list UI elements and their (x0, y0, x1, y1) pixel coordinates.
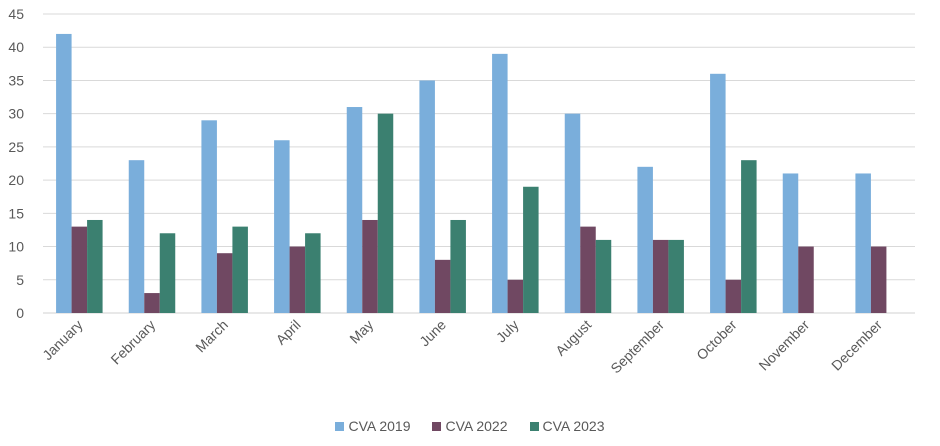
bar-cva-2022-june (434, 259, 451, 313)
y-tick-label: 10 (8, 239, 24, 255)
x-tick-label: April (273, 317, 304, 348)
y-tick-label: 25 (8, 139, 24, 155)
legend-item: CVA 2023 (529, 418, 605, 434)
x-tick-label: May (346, 317, 376, 347)
x-tick-label: September (607, 316, 667, 376)
bar-cva-2022-april (289, 246, 306, 313)
x-tick-label: October (693, 316, 740, 363)
y-tick-label: 35 (8, 72, 24, 88)
y-tick-label: 15 (8, 205, 24, 221)
bar-cva-2022-july (507, 279, 524, 313)
y-tick-label: 0 (16, 305, 24, 321)
bar-cva-2023-october (741, 160, 757, 313)
bar-cva-2022-january (71, 226, 88, 313)
bar-cva-2019-february (128, 160, 145, 313)
legend-label: CVA 2019 (348, 418, 411, 434)
bar-cva-2023-july (523, 186, 539, 313)
legend-label: CVA 2022 (445, 418, 508, 434)
x-tick-label: February (107, 317, 158, 368)
y-tick-label: 20 (8, 172, 24, 188)
y-axis-ticks: 0 5 10 15 20 25 30 35 40 45 (8, 6, 24, 321)
bar-cva-2022-march (216, 253, 233, 313)
bar-cva-2023-january (87, 219, 103, 313)
x-tick-label: November (755, 316, 812, 373)
bar-cva-2022-august (580, 226, 596, 313)
bar-cva-2022-february (144, 293, 160, 313)
y-tick-label: 5 (16, 272, 24, 288)
bar-cva-2019-march (201, 120, 217, 313)
bar-cva-2019-august (564, 113, 581, 314)
gridlines (43, 13, 915, 314)
bar-cva-2019-september (637, 166, 653, 313)
x-axis-ticks: January February March April May June July Augu… (39, 316, 885, 376)
bar-cva-2019-may (346, 107, 363, 314)
bar-cva-2022-october (725, 279, 742, 313)
bar-cva-2019-october (710, 73, 726, 313)
x-tick-label: June (416, 316, 449, 349)
legend: CVA 2019 CVA 2022 CVA 2023 (0, 418, 940, 434)
legend-swatch (529, 421, 539, 431)
bar-cva-2023-may (377, 113, 394, 314)
x-tick-label: March (192, 317, 231, 356)
bar-cva-2023-march (232, 226, 248, 313)
bar-cva-2022-september (652, 239, 669, 313)
bar-cva-2023-february (159, 233, 176, 313)
legend-swatch (335, 421, 345, 431)
bar-cva-2023-august (595, 239, 612, 313)
x-tick-label: July (493, 317, 522, 346)
bar-cva-2022-november (798, 246, 814, 313)
bar-cva-2023-september (668, 239, 684, 313)
bar-cva-2019-january (56, 33, 72, 313)
legend-swatch (432, 421, 442, 431)
bar-cva-2023-april (305, 233, 321, 313)
x-tick-label: August (552, 316, 594, 358)
bars (56, 33, 887, 314)
bar-cva-2019-june (419, 80, 435, 313)
x-tick-label: December (828, 316, 885, 373)
bar-cva-2019-december (855, 173, 871, 313)
legend-item: CVA 2022 (432, 418, 508, 434)
y-tick-label: 45 (8, 6, 24, 22)
legend-label: CVA 2023 (542, 418, 605, 434)
bar-cva-2022-may (362, 219, 378, 313)
bar-cva-2022-december (870, 246, 887, 313)
bar-cva-2019-april (274, 140, 290, 313)
y-tick-label: 30 (8, 106, 24, 122)
y-tick-label: 40 (8, 39, 24, 55)
x-tick-label: January (39, 317, 86, 364)
bar-cva-2023-june (450, 219, 466, 313)
bar-cva-2019-november (782, 173, 799, 313)
bar-cva-2019-july (492, 53, 508, 313)
legend-item: CVA 2019 (335, 418, 410, 434)
